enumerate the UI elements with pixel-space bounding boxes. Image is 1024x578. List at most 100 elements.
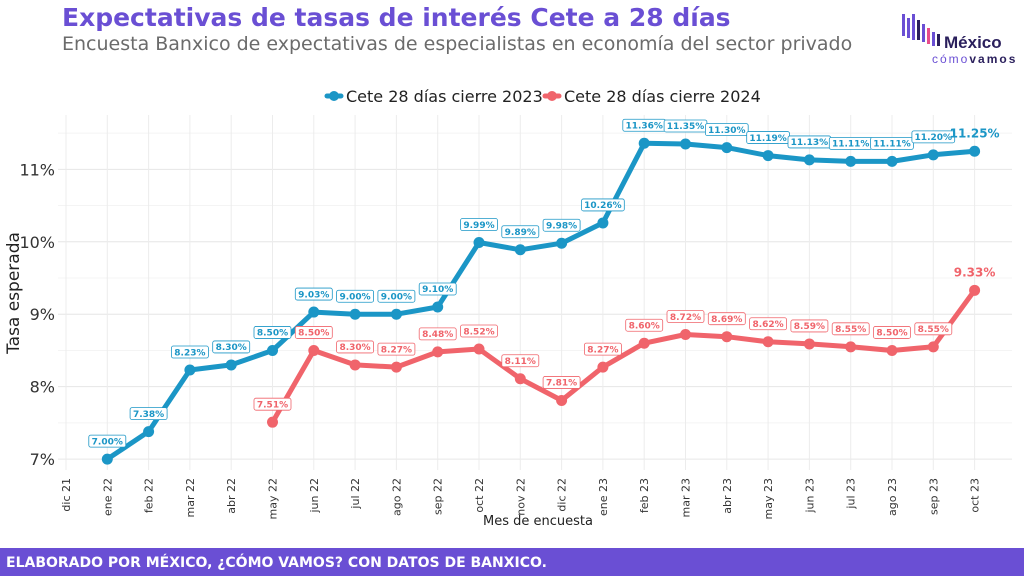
data-label-box: [460, 324, 498, 338]
y-tick-label: 9%: [30, 305, 55, 324]
x-tick-label: jun 22: [308, 478, 321, 514]
data-point: [308, 306, 320, 318]
data-label-box: [584, 342, 622, 356]
data-label: 11.19%: [749, 134, 787, 144]
data-label: 8.23%: [174, 348, 205, 358]
data-label-box: [581, 198, 625, 212]
data-label-box: [460, 218, 498, 231]
data-label: 9.99%: [463, 221, 494, 231]
data-label-box: [911, 130, 956, 144]
data-point: [680, 138, 691, 150]
data-label: 9.03%: [298, 290, 329, 300]
data-label-box: [625, 318, 664, 332]
data-label: 11.25%: [950, 127, 1000, 141]
x-tick-label: ago 22: [390, 478, 403, 516]
data-point: [969, 145, 981, 157]
x-tick-label: jul 23: [845, 478, 858, 510]
data-label-box: [88, 434, 127, 448]
data-label: 8.59%: [794, 322, 825, 332]
data-label: 10.26%: [584, 201, 622, 211]
footer-source: ELABORADO POR MÉXICO, ¿CÓMO VAMOS? CON D…: [0, 548, 1024, 576]
data-label: 8.27%: [381, 345, 412, 355]
y-tick-label: 10%: [19, 233, 55, 252]
series-layer: [101, 137, 981, 465]
data-label-box: [336, 340, 375, 354]
data-label-box: [501, 225, 540, 239]
data-label-box: [294, 326, 333, 339]
x-tick-label: abr 22: [225, 478, 238, 514]
x-tick-label: may 23: [762, 478, 775, 519]
x-tick-label: sep 22: [432, 478, 445, 515]
x-tick-label: mar 23: [680, 478, 693, 517]
x-tick-label: jul 22: [349, 478, 362, 510]
data-point: [432, 301, 444, 313]
data-label: 8.72%: [670, 313, 701, 323]
data-label: 8.55%: [918, 325, 949, 335]
data-label: 8.50%: [257, 329, 288, 339]
data-label: 9.89%: [505, 228, 536, 238]
logo-vamos-text: vamos: [969, 52, 1017, 66]
x-tick-label: sep 23: [927, 478, 940, 515]
data-label: 8.52%: [463, 327, 494, 337]
data-label: 11.11%: [832, 140, 870, 150]
data-label-box: [253, 326, 292, 339]
y-tick-label: 7%: [30, 450, 55, 469]
data-point: [927, 149, 939, 161]
data-label-box: [790, 319, 829, 333]
data-label-box: [705, 123, 749, 137]
data-label: 8.48%: [422, 330, 453, 340]
data-point: [349, 308, 361, 320]
data-label: 9.33%: [954, 266, 996, 280]
legend-label: Cete 28 días cierre 2024: [564, 87, 761, 106]
data-point: [803, 154, 815, 166]
data-point: [267, 344, 278, 356]
logo-como-text: cómo: [932, 52, 969, 66]
data-label-box: [707, 312, 746, 326]
data-label: 11.11%: [873, 140, 911, 150]
data-point: [597, 361, 609, 373]
x-tick-label: ago 23: [886, 478, 899, 516]
data-label: 11.13%: [791, 138, 829, 148]
data-label-box: [129, 407, 168, 421]
chart-title: Expectativas de tasas de interés Cete a …: [62, 3, 731, 32]
data-point: [349, 359, 361, 371]
data-label: 11.35%: [667, 122, 705, 132]
legend-marker: [329, 91, 339, 101]
legend-marker: [547, 91, 557, 101]
data-point: [267, 416, 278, 428]
data-point: [514, 373, 526, 385]
data-point: [886, 344, 898, 356]
data-label: 11.30%: [708, 126, 746, 136]
data-point: [845, 341, 857, 353]
data-point: [101, 453, 113, 465]
data-label: 8.69%: [711, 315, 742, 325]
data-label-box: [914, 322, 953, 336]
data-labels-layer: 7.00% 7.38% 8.23% 8.30% 8.50% 9.03% 9.00% 9.00%…: [88, 118, 1000, 448]
data-point: [184, 364, 196, 376]
data-point: [845, 155, 857, 167]
data-label: 8.60%: [629, 321, 660, 331]
x-tick-label: mar 22: [184, 478, 197, 517]
data-label-box: [418, 327, 457, 341]
x-tick-label: dic 22: [556, 478, 569, 512]
x-axis-title: Mes de encuesta: [483, 514, 593, 529]
chart-subtitle: Encuesta Banxico de expectativas de espe…: [62, 33, 853, 55]
data-label: 8.27%: [587, 345, 618, 355]
axes-layer: 7% 8% 9% 10% 11% dic 21 ene 22 feb 22 mar 22 abr …: [4, 160, 982, 529]
legend-label: Cete 28 días cierre 2023: [346, 87, 543, 106]
data-label: 8.55%: [835, 325, 866, 335]
data-point: [638, 137, 650, 149]
data-label: 9.98%: [546, 221, 577, 231]
data-label-box: [253, 397, 292, 411]
series-line: [270, 287, 978, 425]
x-tick-label: may 22: [267, 478, 280, 519]
x-tick-label: oct 22: [473, 478, 486, 513]
data-point: [721, 331, 733, 343]
data-label: 8.11%: [505, 357, 536, 367]
legend: Cete 28 días cierre 2023 Cete 28 días cie…: [324, 87, 761, 106]
data-point: [762, 150, 774, 162]
x-tick-label: abr 23: [721, 478, 734, 514]
data-label-box: [870, 136, 914, 150]
data-label: 7.00%: [92, 437, 123, 447]
grid-layer: [58, 115, 1012, 470]
